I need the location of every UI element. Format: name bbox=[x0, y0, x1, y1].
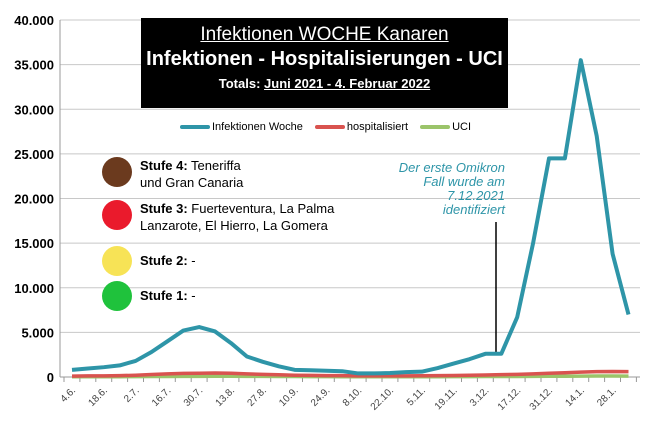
level-circle-icon bbox=[102, 157, 132, 187]
stufe-2: Stufe 2: - bbox=[102, 246, 196, 276]
series-line-infektionen-woche bbox=[71, 58, 631, 376]
stufe-3: Stufe 3: Fuerteventura, La Palma Lanzarot… bbox=[102, 200, 334, 234]
totals-label: Totals: bbox=[218, 76, 261, 91]
x-tick-label: 28.1. bbox=[595, 385, 619, 409]
level-circle-icon bbox=[102, 281, 132, 311]
legend-swatch bbox=[180, 125, 210, 129]
legend-label: Infektionen Woche bbox=[212, 121, 303, 133]
stufe-label: Stufe 2: bbox=[140, 253, 188, 268]
totals-line: Totals: Juni 2021 - 4. Februar 2022 bbox=[141, 76, 508, 91]
chart-subtitle: Infektionen - Hospitalisierungen - UCI bbox=[146, 48, 503, 70]
omikron-annotation: Der erste Omikron Fall wurde am 7.12.202… bbox=[380, 161, 505, 217]
chart-title: Infektionen WOCHE Kanaren bbox=[200, 24, 449, 45]
x-tick-label: 24.9. bbox=[309, 385, 333, 409]
x-tick-label: 10.9. bbox=[277, 385, 301, 409]
annotation-line: identifiziert bbox=[442, 202, 505, 217]
totals-range: Juni 2021 - 4. Februar 2022 bbox=[264, 76, 431, 91]
x-tick-label: 27.8. bbox=[245, 385, 269, 409]
stufe-text: - bbox=[187, 288, 196, 303]
stufe-text: Teneriffa bbox=[187, 158, 241, 173]
stufe-text: Lanzarote, El Hierro, La Gomera bbox=[140, 218, 328, 233]
stufe-label: Stufe 1: bbox=[140, 288, 188, 303]
stufe-label: Stufe 3: bbox=[140, 201, 188, 216]
x-tick-label: 4.6. bbox=[59, 385, 79, 405]
legend-item-uci: UCI bbox=[420, 121, 471, 133]
level-circle-icon bbox=[102, 200, 132, 230]
y-tick-label: 30.000 bbox=[14, 102, 54, 117]
level-circle-icon bbox=[102, 246, 132, 276]
legend-item-infektionen: Infektionen Woche bbox=[180, 121, 303, 133]
stufe-4: Stufe 4: Teneriffa und Gran Canaria bbox=[102, 157, 243, 191]
x-tick-label: 14.1. bbox=[563, 385, 587, 409]
x-tick-label: 22.10. bbox=[369, 385, 396, 412]
annotation-line: 7.12.2021 bbox=[447, 188, 505, 203]
y-tick-label: 5.000 bbox=[21, 325, 54, 340]
x-tick-label: 31.12. bbox=[528, 385, 555, 412]
legend-label: UCI bbox=[452, 121, 472, 133]
stufe-text: - bbox=[187, 253, 196, 268]
legend-label: hospitalisiert bbox=[346, 121, 409, 133]
legend-swatch bbox=[420, 125, 451, 129]
x-tick-label: 17.12. bbox=[496, 385, 523, 412]
legend-item-hospitalisiert: hospitalisiert bbox=[314, 121, 409, 133]
stufe-label: Stufe 4: bbox=[140, 158, 188, 173]
x-tick-label: 19.11. bbox=[433, 385, 460, 412]
x-tick-label: 5.11. bbox=[405, 385, 428, 408]
series-line-hospitalisiert bbox=[71, 369, 629, 378]
y-tick-label: 10.000 bbox=[14, 281, 54, 296]
y-tick-label: 20.000 bbox=[14, 192, 54, 207]
stufe-text: Fuerteventura, La Palma bbox=[187, 201, 335, 216]
y-tick-label: 40.000 bbox=[14, 13, 54, 28]
annotation-line: Der erste Omikron bbox=[398, 160, 505, 175]
annotation-line: Fall wurde am bbox=[423, 174, 505, 189]
y-tick-label: 25.000 bbox=[14, 147, 54, 162]
x-tick-label: 30.7. bbox=[182, 385, 206, 409]
y-tick-label: 15.000 bbox=[14, 236, 54, 251]
x-tick-label: 13.8. bbox=[214, 385, 238, 409]
x-tick-label: 18.6. bbox=[86, 385, 110, 409]
x-tick-label: 16.7. bbox=[150, 385, 174, 409]
stufe-text: und Gran Canaria bbox=[140, 175, 244, 190]
x-tick-label: 2.7. bbox=[122, 385, 142, 405]
legend: Infektionen Woche hospitalisiert UCI bbox=[180, 121, 471, 133]
chart-title-box: Infektionen WOCHE Kanaren Infektionen - … bbox=[141, 18, 508, 108]
y-tick-label: 35.000 bbox=[14, 58, 54, 73]
stufe-1: Stufe 1: - bbox=[102, 281, 196, 311]
x-tick-label: 8.10. bbox=[341, 385, 365, 409]
x-tick-label: 3.12. bbox=[468, 385, 492, 409]
y-tick-label: 0 bbox=[47, 370, 54, 385]
legend-swatch bbox=[314, 125, 345, 129]
